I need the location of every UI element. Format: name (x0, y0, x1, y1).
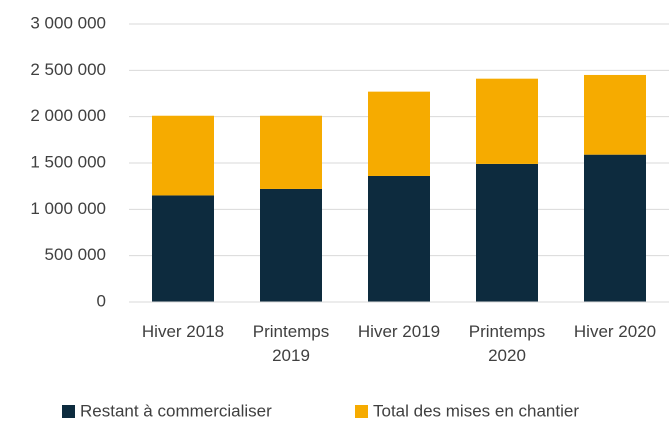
y-tick-label: 0 (97, 291, 106, 310)
legend-swatch (355, 405, 368, 418)
y-tick-label: 500 000 (45, 245, 106, 264)
legend-label: Total des mises en chantier (373, 401, 579, 420)
bar-segment (584, 74, 646, 155)
bar-segment (368, 175, 430, 302)
x-tick-label: Printemps 2020 (468, 322, 546, 365)
bar-segment (476, 163, 538, 302)
x-tick-label: Hiver 2020 (573, 322, 657, 341)
bar-segment (152, 115, 214, 196)
legend-label: Restant à commercialiser (80, 401, 272, 420)
x-tick-label: Hiver 2019 (357, 322, 441, 341)
y-tick-label: 2 500 000 (30, 60, 106, 79)
bar-segment (368, 91, 430, 176)
y-tick-label: 3 000 000 (30, 13, 106, 32)
y-tick-label: 2 000 000 (30, 106, 106, 125)
x-tick-label: Hiver 2018 (141, 322, 225, 341)
bar-segment (476, 78, 538, 164)
y-tick-label: 1 000 000 (30, 199, 106, 218)
legend-swatch (62, 405, 75, 418)
bar-segment (260, 188, 322, 302)
bar-segment (584, 154, 646, 302)
y-tick-label: 1 500 000 (30, 152, 106, 171)
x-tick-label: Printemps 2019 (252, 322, 330, 365)
bar-segment (152, 195, 214, 302)
bar-segment (260, 115, 322, 189)
